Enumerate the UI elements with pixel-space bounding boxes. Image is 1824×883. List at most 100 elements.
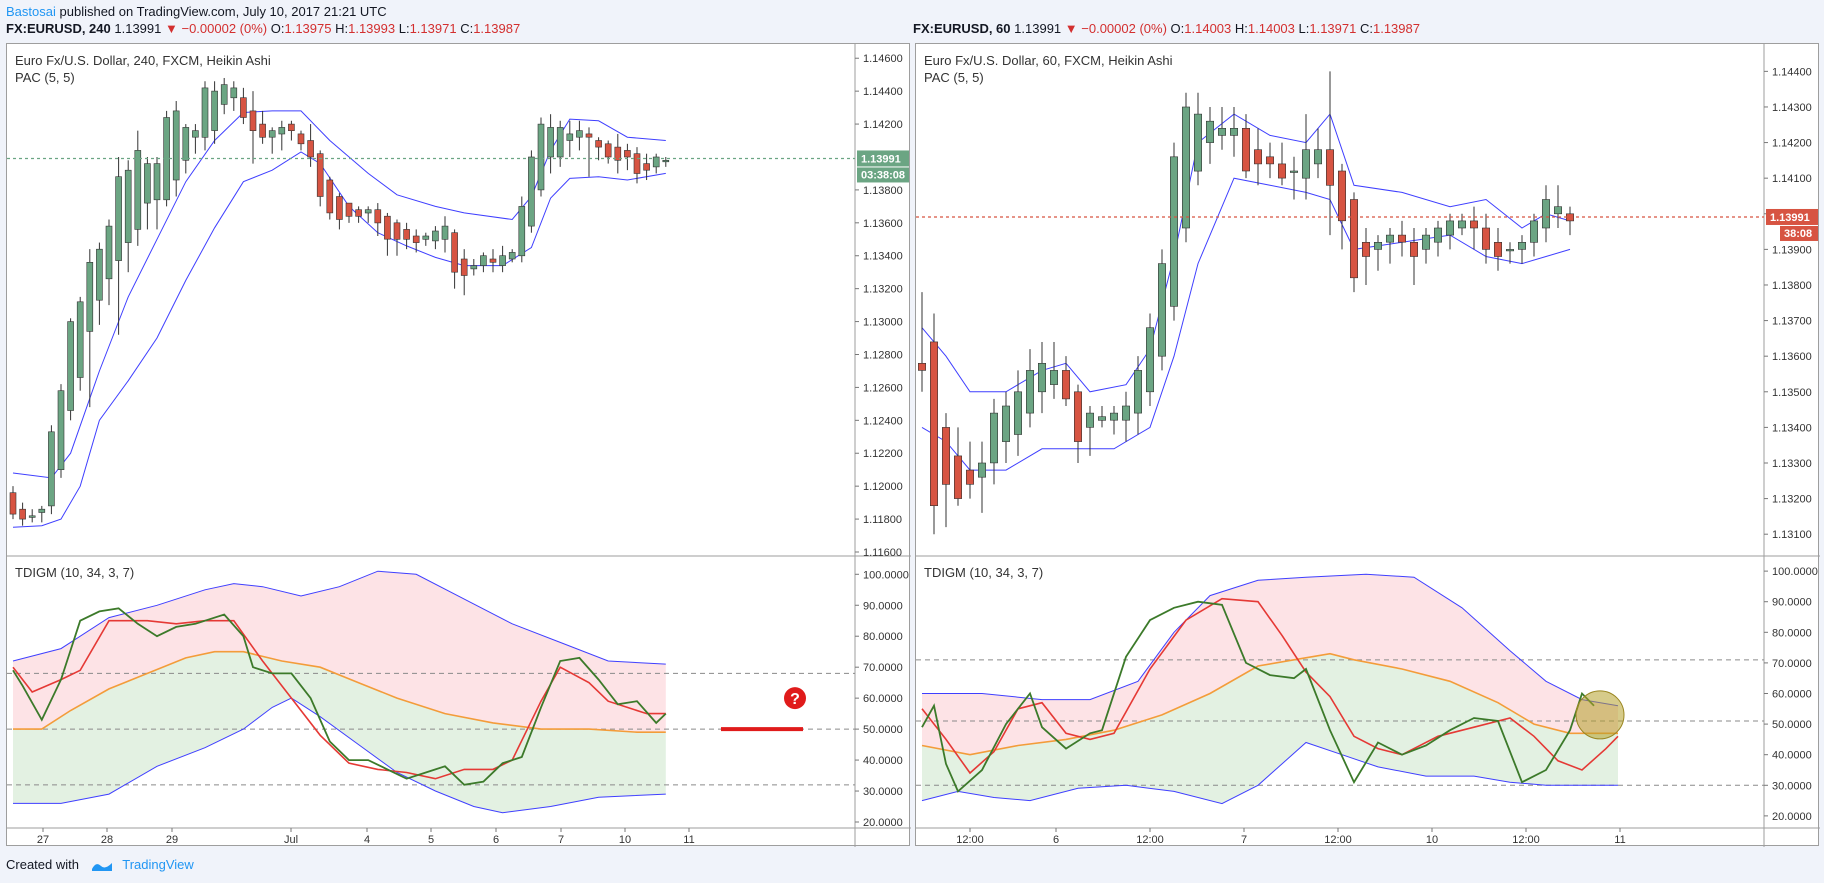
candle-down: [9, 492, 17, 515]
price-tick-label: 1.13000: [863, 317, 903, 329]
candle-up: [1110, 412, 1119, 421]
candle-down: [288, 123, 295, 131]
candle-down: [624, 150, 631, 158]
candle-down: [307, 140, 314, 158]
price-tick-label: 1.13500: [1772, 387, 1812, 399]
candle-up: [499, 255, 506, 266]
tdi-tick-label: 40.0000: [863, 755, 903, 767]
candle-up: [528, 156, 535, 227]
right-chart-title: Euro Fx/U.S. Dollar, 60, FXCM, Heikin As…: [924, 53, 1173, 68]
candle-up: [1122, 405, 1131, 421]
candle-down: [451, 232, 458, 273]
candle-up: [652, 156, 660, 168]
price-tick-label: 1.14600: [863, 53, 903, 65]
candle-down: [1481, 227, 1490, 250]
candle-up: [38, 508, 46, 513]
candle-down: [1241, 128, 1250, 172]
price-tick-label: 1.12600: [863, 382, 903, 394]
candle-up: [1098, 416, 1107, 421]
price-tick-label: 1.13900: [1772, 244, 1812, 256]
candle-down: [489, 258, 497, 263]
price-tick-label: 1.11600: [863, 547, 902, 559]
time-tick-label: 7: [558, 834, 564, 846]
candle-down: [917, 362, 927, 371]
candle-up: [566, 133, 574, 141]
price-tick-label: 1.13200: [1772, 494, 1812, 506]
tdi-tick-label: 100.0000: [863, 569, 909, 581]
tdi-tick-label: 60.0000: [863, 693, 903, 705]
price-tick-label: 1.13400: [863, 251, 903, 263]
countdown-badge: [857, 167, 909, 183]
candle-up: [48, 431, 55, 507]
tdi-tick-label: 30.0000: [863, 786, 903, 798]
right-chart-panel[interactable]: 1.144001.143001.142001.141001.140001.139…: [915, 43, 1820, 847]
candle-down: [604, 143, 612, 158]
candle-up: [364, 209, 372, 214]
tdi-upper-band: [12, 570, 666, 665]
candle-up: [1289, 170, 1298, 173]
candle-up: [1181, 106, 1190, 229]
left-chart-svg[interactable]: 1.14600 1.14400 1.14200 1.13800 1.13600 1.134…: [7, 44, 911, 847]
right-h-value: 1.14003: [1247, 21, 1295, 36]
candle-down: [1469, 220, 1478, 229]
candle-up: [508, 252, 516, 260]
right-pac-label: PAC (5, 5): [924, 70, 984, 85]
candle-down: [374, 209, 382, 224]
candle-up: [1002, 405, 1011, 442]
candle-up: [278, 127, 286, 135]
candle-up: [172, 110, 180, 181]
tdi-tick-label: 90.0000: [1772, 597, 1812, 609]
tdi-price-line: [12, 619, 666, 780]
candle-up: [977, 462, 986, 478]
right-c-label: C:: [1359, 21, 1373, 36]
candle-up: [432, 230, 439, 242]
right-symbol-header: FX:EURUSD, 60 1.13991 ▼ −0.00002 (0%) O:…: [913, 21, 1420, 36]
candle-up: [1553, 206, 1562, 215]
candle-up: [441, 225, 449, 240]
candle-up: [1373, 242, 1382, 250]
question-icon: [784, 687, 806, 710]
tradingview-logo-icon: [91, 862, 112, 871]
candle-down: [643, 163, 650, 171]
candle-up: [556, 127, 564, 158]
author-link[interactable]: Bastosai: [6, 4, 56, 19]
candle-up: [990, 412, 999, 464]
tdi-signal-line: [921, 652, 1618, 756]
tradingview-link[interactable]: TradingView: [122, 857, 194, 872]
candle-down: [1361, 242, 1370, 257]
question-icon-glyph: ?: [790, 691, 800, 708]
price-tick-label: 1.14400: [1772, 66, 1812, 78]
candle-up: [28, 515, 36, 518]
time-tick-label: 10: [619, 834, 631, 846]
right-h-label: H:: [1234, 21, 1248, 36]
tdi-tick-label: 20.0000: [1772, 811, 1812, 823]
candle-up: [1205, 120, 1214, 143]
left-chart-panel[interactable]: 1.14600 1.14400 1.14200 1.13800 1.13600 1.134…: [6, 43, 911, 847]
tdi-tick-label: 100.0000: [1772, 566, 1818, 578]
right-c-value: 1.13987: [1372, 21, 1420, 36]
time-tick-label: 12:00: [956, 834, 984, 846]
tdi-lower-band: [13, 697, 666, 814]
pac-upper-line: [921, 113, 1571, 393]
price-tick-label: 1.13800: [1772, 280, 1812, 292]
left-tdi-label: TDIGM (10, 34, 3, 7): [15, 565, 135, 580]
tdi-tick-label: 70.0000: [863, 662, 903, 674]
candle-up: [96, 248, 103, 301]
tdi-price-line: [921, 597, 1619, 775]
footer: Created with TradingView: [6, 857, 194, 872]
candle-up: [576, 130, 583, 138]
candle-up: [1529, 220, 1538, 243]
right-change: ▼ −0.00002 (0%): [1064, 21, 1167, 36]
tdi-lower-band: [921, 741, 1618, 805]
candle-up: [134, 150, 142, 230]
candle-up: [268, 130, 276, 138]
created-with-text: Created with: [6, 857, 79, 872]
candle-up: [1158, 263, 1167, 357]
right-chart-svg[interactable]: 1.144001.143001.142001.141001.140001.139…: [916, 44, 1820, 847]
candle-down: [585, 133, 593, 138]
price-tick-label: 1.13600: [863, 218, 903, 230]
tdi-tick-label: 30.0000: [1772, 780, 1812, 792]
candle-up: [1421, 234, 1430, 250]
price-tick-label: 1.13800: [863, 185, 903, 197]
candle-down: [403, 229, 410, 240]
